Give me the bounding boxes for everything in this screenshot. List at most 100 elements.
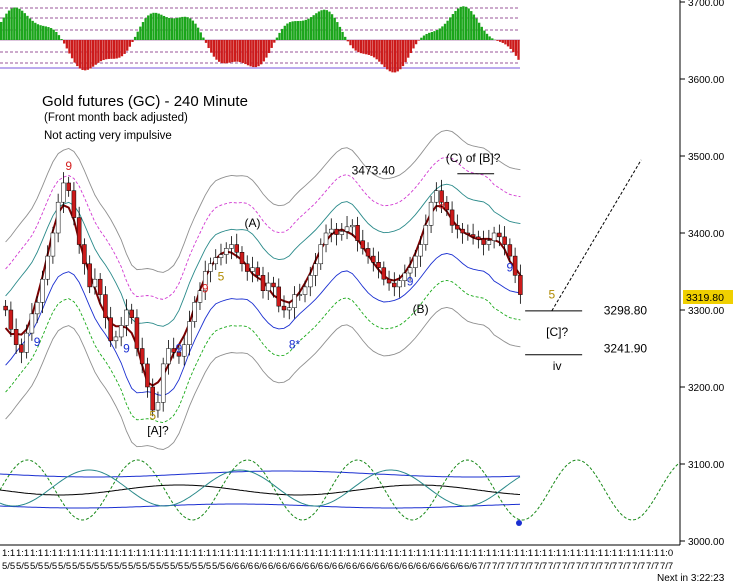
candle-body (371, 255, 376, 263)
histogram-bar (157, 13, 160, 40)
histogram-bar (154, 12, 158, 40)
candle-body (329, 228, 334, 234)
x-tick-time: 1:1 (548, 548, 561, 559)
histogram-bar (191, 20, 195, 40)
chart-title: Gold futures (GC) - 240 Minute (42, 93, 248, 110)
histogram-bar (225, 40, 229, 64)
histogram-bar (472, 14, 476, 40)
candle-body (413, 255, 418, 268)
candle-body (213, 257, 218, 265)
histogram-bar (160, 14, 163, 40)
histogram-bar (23, 13, 26, 41)
histogram-bar (388, 40, 392, 72)
x-tick-time: 1:1 (310, 548, 323, 559)
x-tick-time: 1:1 (226, 548, 239, 559)
histogram-bar (18, 8, 21, 40)
candle-body (476, 236, 481, 240)
x-tick-time: 1:1 (198, 548, 211, 559)
oscillator-upper (0, 470, 520, 478)
candle-body (166, 348, 171, 365)
x-tick-date: 6/6 (394, 561, 407, 572)
candle-body (234, 244, 239, 253)
price-axis: 3700.00 3600.00 3500.00 3400.00 3300.00 3200.… (679, 0, 725, 548)
histogram-bar (315, 13, 318, 40)
candle-body (113, 336, 119, 342)
histogram-bar (459, 6, 462, 40)
candle-body (428, 201, 434, 226)
last-price-badge-bg (683, 290, 733, 304)
histogram-bar (488, 36, 491, 40)
x-tick-date: 6/6 (366, 561, 379, 572)
candle-body (239, 252, 245, 265)
histogram-bar (283, 25, 286, 40)
x-tick-date: 7/7 (618, 561, 631, 572)
wave-label: 9 (438, 197, 445, 211)
histogram-bar (89, 40, 92, 69)
x-tick-date: 5/5 (58, 561, 71, 572)
histogram-bar (383, 40, 386, 67)
x-tick-date: 5/5 (44, 561, 57, 572)
wave-label: 3298.80 (604, 304, 648, 318)
band-blue-lower (5, 253, 521, 397)
histogram-bar (44, 26, 47, 40)
histogram-bar (273, 40, 276, 43)
band-magenta-upper (5, 156, 521, 300)
x-tick-date: 6/6 (422, 561, 435, 572)
histogram-bar (380, 40, 384, 65)
histogram-bar (107, 40, 111, 59)
histogram-bar (15, 7, 19, 40)
histogram-bar (412, 40, 415, 49)
x-tick-time: 1:1 (590, 548, 603, 559)
x-tick-time: 1:1 (604, 548, 617, 559)
histogram-bar (118, 40, 121, 58)
y-tick-label: 3700.00 (688, 0, 725, 9)
histogram-bar (178, 17, 181, 40)
x-tick-date: 6/6 (338, 561, 351, 572)
x-tick-time: 1:1 (128, 548, 141, 559)
histogram-bar (196, 27, 200, 40)
candle-body (155, 402, 161, 411)
candle-body (244, 263, 250, 272)
histogram-bar (231, 40, 234, 63)
histogram-bar (338, 26, 342, 40)
x-tick-date: 5/5 (212, 561, 225, 572)
histogram-bar (68, 40, 71, 54)
candle-body (192, 302, 197, 322)
x-tick-time: 1:1 (366, 548, 379, 559)
x-tick-time: 1:1 (156, 548, 169, 559)
wave-label: 3241.90 (604, 341, 648, 355)
histogram-bar (147, 15, 150, 40)
candle-body (171, 348, 176, 353)
candle-body (308, 275, 313, 288)
momentum-histogram-panel (0, 6, 520, 73)
histogram-bar (336, 22, 339, 40)
histogram-bar (443, 23, 447, 40)
histogram-bar (302, 20, 305, 40)
next-bar-timer: Next in 3:22:23 (657, 573, 725, 583)
x-tick-date: 5/5 (2, 561, 15, 572)
x-tick-time: 1:0 (660, 548, 673, 559)
histogram-bar (52, 29, 55, 40)
histogram-bar (475, 18, 478, 40)
wave-label: 8* (289, 338, 301, 352)
x-tick-date: 6/6 (254, 561, 267, 572)
histogram-bar (13, 7, 16, 41)
candle-body (145, 363, 150, 388)
candle-body (323, 232, 329, 245)
histogram-bar (422, 35, 426, 40)
histogram-bar (141, 22, 145, 40)
x-tick-date: 6/6 (380, 561, 393, 572)
x-tick-time: 1:1 (450, 548, 463, 559)
histogram-bar (396, 40, 399, 72)
histogram-bar (228, 40, 231, 63)
histogram-bar (278, 32, 281, 40)
candle-body (118, 325, 124, 338)
histogram-bar (296, 21, 300, 40)
x-tick-date: 6/6 (408, 561, 421, 572)
candle-body (29, 313, 35, 334)
x-tick-date: 7/7 (632, 561, 645, 572)
x-tick-time: 1:1 (338, 548, 351, 559)
histogram-bar (110, 40, 113, 59)
candle-body (208, 263, 213, 272)
candle-body (108, 317, 113, 342)
